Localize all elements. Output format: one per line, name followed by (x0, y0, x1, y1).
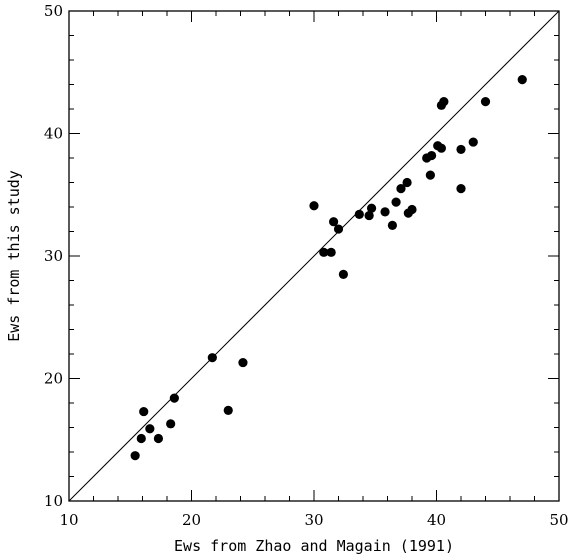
data-point (407, 204, 417, 215)
data-point (380, 207, 390, 217)
x-tick-label: 30 (304, 511, 323, 529)
data-point (425, 170, 435, 180)
tick-labels: 10 20 30 40 50 10 20 30 40 50 (44, 2, 569, 529)
data-point (238, 357, 248, 368)
data-point (145, 424, 155, 434)
data-point (326, 247, 336, 257)
data-point (364, 210, 374, 221)
data-point (139, 406, 149, 417)
data-point (130, 451, 140, 461)
data-point (436, 143, 446, 153)
axis-ticks (68, 10, 560, 502)
data-point (207, 353, 217, 363)
data-point (517, 75, 527, 85)
data-points (130, 75, 527, 461)
data-point (387, 220, 397, 230)
data-point (333, 224, 344, 234)
y-tick-label: 10 (44, 492, 63, 510)
data-point (319, 247, 329, 257)
data-point (439, 97, 449, 107)
data-point (166, 419, 176, 429)
data-point (427, 150, 437, 161)
data-point (396, 184, 406, 194)
data-point (456, 184, 466, 194)
x-axis-title: Ews from Zhao and Magain (1991) (174, 537, 454, 555)
data-point (309, 201, 319, 211)
y-tick-label: 50 (44, 2, 63, 20)
y-tick-label: 30 (44, 247, 63, 265)
x-tick-label: 20 (182, 511, 201, 529)
data-point (354, 209, 364, 219)
data-point (169, 393, 179, 403)
y-tick-label: 20 (44, 370, 63, 388)
data-point (391, 197, 401, 207)
data-point (136, 433, 146, 444)
data-point (480, 97, 491, 107)
data-point (223, 405, 233, 415)
data-point (329, 217, 339, 227)
x-tick-label: 50 (549, 511, 568, 529)
x-tick-label: 10 (59, 511, 78, 529)
data-point (153, 433, 164, 444)
data-point (468, 137, 478, 147)
data-point (402, 177, 412, 188)
data-point (338, 269, 348, 279)
identity-line (68, 10, 560, 502)
x-tick-label: 40 (427, 511, 446, 529)
y-axis-title: Ews from this study (5, 170, 23, 342)
data-point (366, 203, 377, 213)
y-tick-label: 40 (44, 125, 63, 143)
data-point (456, 144, 466, 155)
